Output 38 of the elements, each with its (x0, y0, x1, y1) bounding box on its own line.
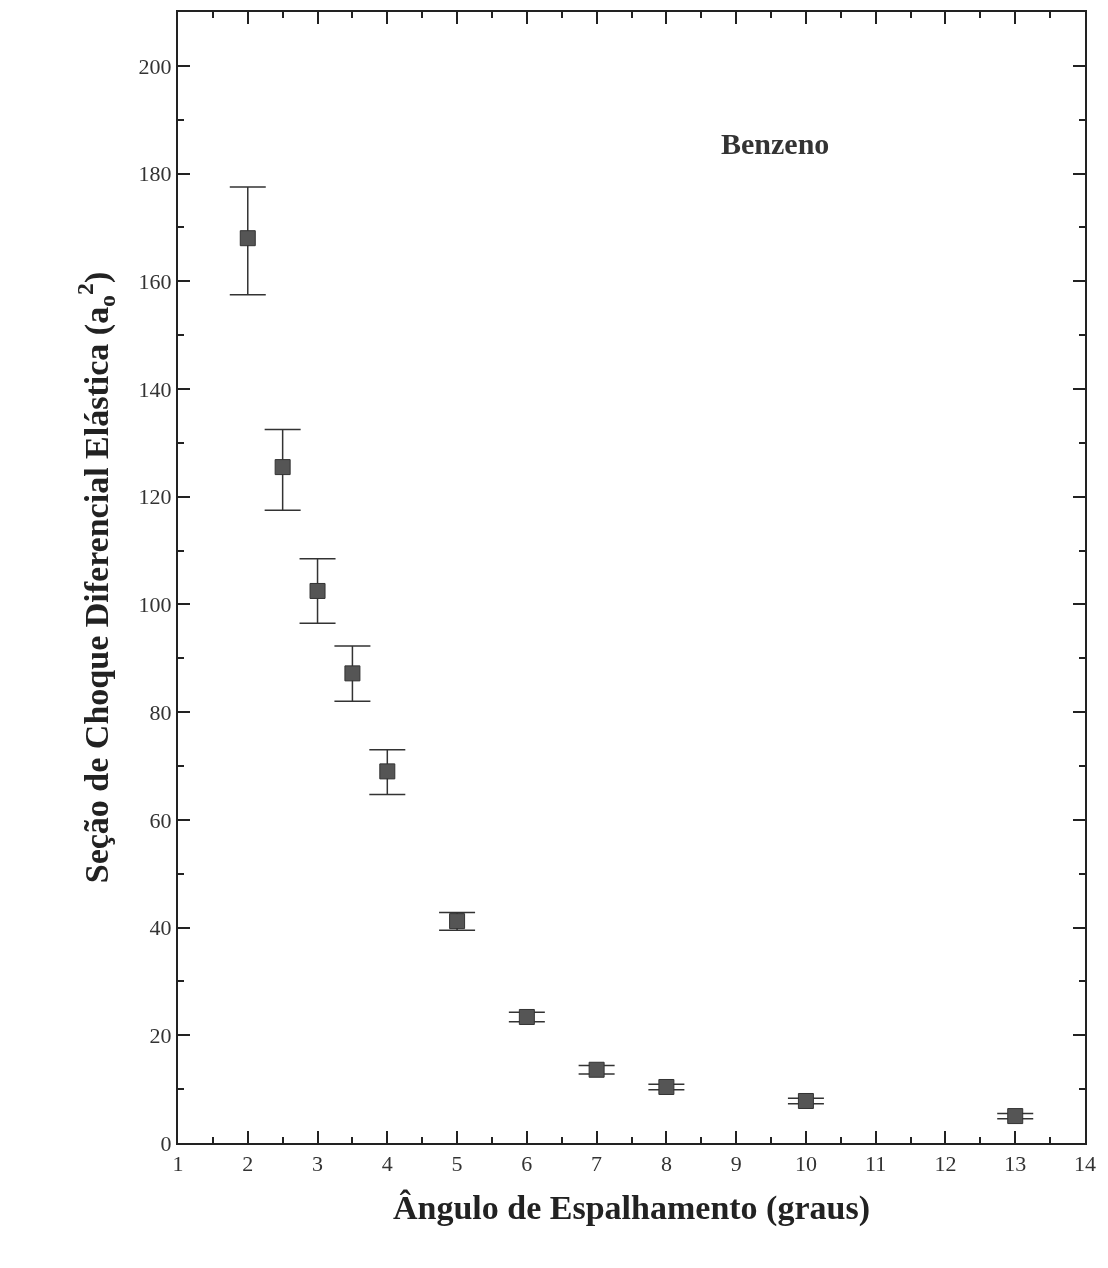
y-tick-label: 100 (138, 592, 172, 618)
point (344, 665, 361, 682)
x-tick-label: 13 (1004, 1151, 1027, 1177)
x-tick-label: 14 (1074, 1151, 1096, 1177)
y-tick-label: 160 (138, 268, 172, 294)
point (239, 230, 256, 247)
x-tick-label: 8 (660, 1151, 672, 1177)
x-tick-label: 2 (242, 1151, 254, 1177)
y-tick-label: 60 (149, 807, 172, 833)
x-tick-label: 11 (865, 1151, 887, 1177)
point (309, 582, 326, 599)
x-tick-label: 12 (934, 1151, 957, 1177)
point (588, 1061, 605, 1078)
x-tick-label: 7 (591, 1151, 603, 1177)
y-tick-label: 20 (149, 1022, 172, 1048)
x-tick-label: 3 (312, 1151, 324, 1177)
point (797, 1092, 814, 1109)
point (518, 1008, 535, 1025)
y-tick-label: 180 (138, 161, 172, 187)
annotation: Benzeno (721, 127, 830, 160)
y-tick-label: 140 (138, 376, 172, 402)
point (274, 459, 291, 476)
point (1007, 1108, 1024, 1125)
x-tick-label: 6 (521, 1151, 533, 1177)
point (658, 1078, 675, 1095)
point (449, 913, 466, 930)
x-tick-label: 4 (381, 1151, 393, 1177)
y-tick-label: 80 (149, 699, 172, 725)
point (379, 763, 396, 780)
x-axis-title: Ângulo de Espalhamento (graus) (392, 1189, 871, 1228)
x-tick-label: 1 (172, 1151, 184, 1177)
x-tick-label: 10 (794, 1151, 817, 1177)
x-tick-label: 5 (451, 1151, 463, 1177)
x-tick-label: 9 (730, 1151, 742, 1177)
y-tick-label: 40 (149, 915, 172, 941)
y-tick-label: 200 (138, 53, 172, 79)
y-tick-label: 0 (160, 1130, 172, 1156)
y-tick-label: 120 (138, 484, 172, 510)
